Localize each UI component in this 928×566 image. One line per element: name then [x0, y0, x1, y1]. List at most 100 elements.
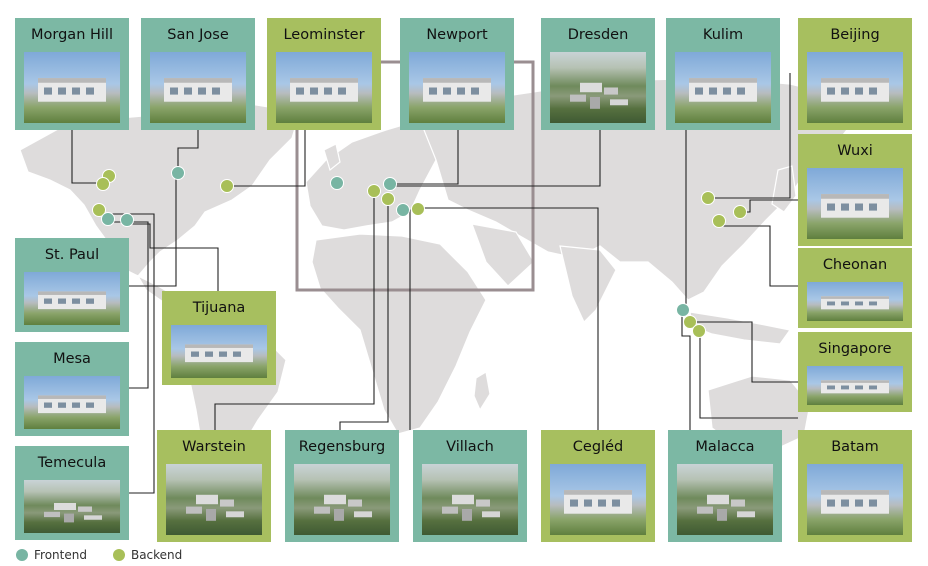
- site-photo: [166, 464, 262, 535]
- site-card-leominster: Leominster: [267, 18, 381, 130]
- frontend-site-marker: [383, 177, 397, 191]
- site-card-newport: Newport: [400, 18, 514, 130]
- legend-frontend-label: Frontend: [34, 548, 87, 562]
- connector-line: [129, 176, 177, 287]
- site-card-wuxi: Wuxi: [798, 134, 912, 246]
- land-madagascar: [473, 371, 491, 412]
- site-name: Cegléd: [572, 439, 624, 455]
- backend-site-marker: [411, 202, 425, 216]
- site-photo: [677, 464, 773, 535]
- site-name: Dresden: [567, 27, 629, 43]
- site-card-batam: Batam: [798, 430, 912, 542]
- site-card-cegl-d: Cegléd: [541, 430, 655, 542]
- site-photo: [550, 52, 646, 123]
- connector-line: [418, 207, 599, 430]
- backend-swatch: [112, 549, 125, 561]
- connector-line: [390, 130, 459, 185]
- frontend-site-marker: [676, 303, 690, 317]
- connector-line: [681, 310, 691, 430]
- backend-site-marker: [96, 177, 110, 191]
- frontend-site-marker: [396, 203, 410, 217]
- site-card-warstein: Warstein: [157, 430, 271, 542]
- connector-line: [708, 73, 791, 199]
- site-photo: [409, 52, 505, 123]
- site-card-cheonan: Cheonan: [798, 248, 912, 328]
- site-photo: [807, 282, 903, 321]
- connector-line: [339, 199, 389, 430]
- land-india: [559, 245, 617, 324]
- site-photo: [550, 464, 646, 535]
- backend-site-marker: [381, 192, 395, 206]
- site-name: Villach: [446, 439, 494, 455]
- backend-site-marker: [692, 324, 706, 338]
- site-name: Temecula: [37, 455, 107, 471]
- site-photo: [807, 366, 903, 405]
- site-name: Kulim: [702, 27, 744, 43]
- site-card-regensburg: Regensburg: [285, 430, 399, 542]
- site-markers: [92, 166, 747, 338]
- connector-line: [214, 191, 375, 430]
- connector-line: [71, 130, 103, 184]
- connector-line: [699, 331, 798, 419]
- site-photo: [807, 464, 903, 535]
- site-name: Mesa: [53, 351, 91, 367]
- land-africa: [311, 233, 487, 435]
- backend-site-marker: [683, 315, 697, 329]
- land-arabia: [471, 223, 535, 287]
- site-card-temecula: Temecula: [15, 446, 129, 540]
- connector-line: [227, 130, 306, 187]
- frontend-site-marker: [101, 212, 115, 226]
- backend-site-marker: [92, 203, 106, 217]
- backend-site-marker: [712, 214, 726, 228]
- site-name: Newport: [426, 27, 488, 43]
- site-card-singapore: Singapore: [798, 332, 912, 412]
- site-photo: [24, 272, 120, 325]
- site-card-dresden: Dresden: [541, 18, 655, 130]
- site-name: Singapore: [818, 341, 892, 357]
- connector-line: [390, 130, 601, 187]
- site-card-tijuana: Tijuana: [162, 291, 276, 385]
- site-photo: [807, 52, 903, 123]
- site-photo: [422, 464, 518, 535]
- site-photo: [171, 325, 267, 378]
- site-photo: [24, 480, 120, 533]
- site-name: Wuxi: [837, 143, 873, 159]
- backend-site-marker: [367, 184, 381, 198]
- site-card-san-jose: San Jose: [141, 18, 255, 130]
- land-europe: [305, 119, 441, 231]
- site-name: Warstein: [182, 439, 246, 455]
- site-card-beijing: Beijing: [798, 18, 912, 130]
- site-name: Morgan Hill: [31, 27, 113, 43]
- site-name: San Jose: [167, 27, 229, 43]
- legend-frontend: Frontend: [16, 548, 87, 562]
- legend: Frontend Backend: [16, 545, 208, 565]
- site-photo: [807, 168, 903, 239]
- frontend-swatch: [16, 549, 28, 561]
- frontend-site-marker: [171, 166, 185, 180]
- frontend-site-marker: [120, 213, 134, 227]
- connector-line: [177, 130, 199, 173]
- site-photo: [24, 52, 120, 123]
- legend-backend: Backend: [112, 548, 183, 562]
- legend-backend-label: Backend: [130, 548, 183, 562]
- site-name: Regensburg: [298, 439, 386, 455]
- land-uk: [323, 143, 341, 172]
- site-card-st-paul: St. Paul: [15, 238, 129, 332]
- site-photo: [675, 52, 771, 123]
- connector-line: [690, 321, 798, 383]
- site-card-kulim: Kulim: [666, 18, 780, 130]
- site-name: Cheonan: [822, 257, 888, 273]
- site-name: Batam: [831, 439, 879, 455]
- site-name: Leominster: [283, 27, 365, 43]
- site-photo: [24, 376, 120, 429]
- backend-site-marker: [220, 179, 234, 193]
- site-photo: [276, 52, 372, 123]
- backend-site-marker: [733, 205, 747, 219]
- site-card-malacca: Malacca: [668, 430, 782, 542]
- site-name: Tijuana: [192, 300, 246, 316]
- frontend-site-marker: [330, 176, 344, 190]
- connector-line: [719, 225, 798, 287]
- connector-line: [127, 223, 219, 291]
- backend-site-marker: [701, 191, 715, 205]
- site-photo: [294, 464, 390, 535]
